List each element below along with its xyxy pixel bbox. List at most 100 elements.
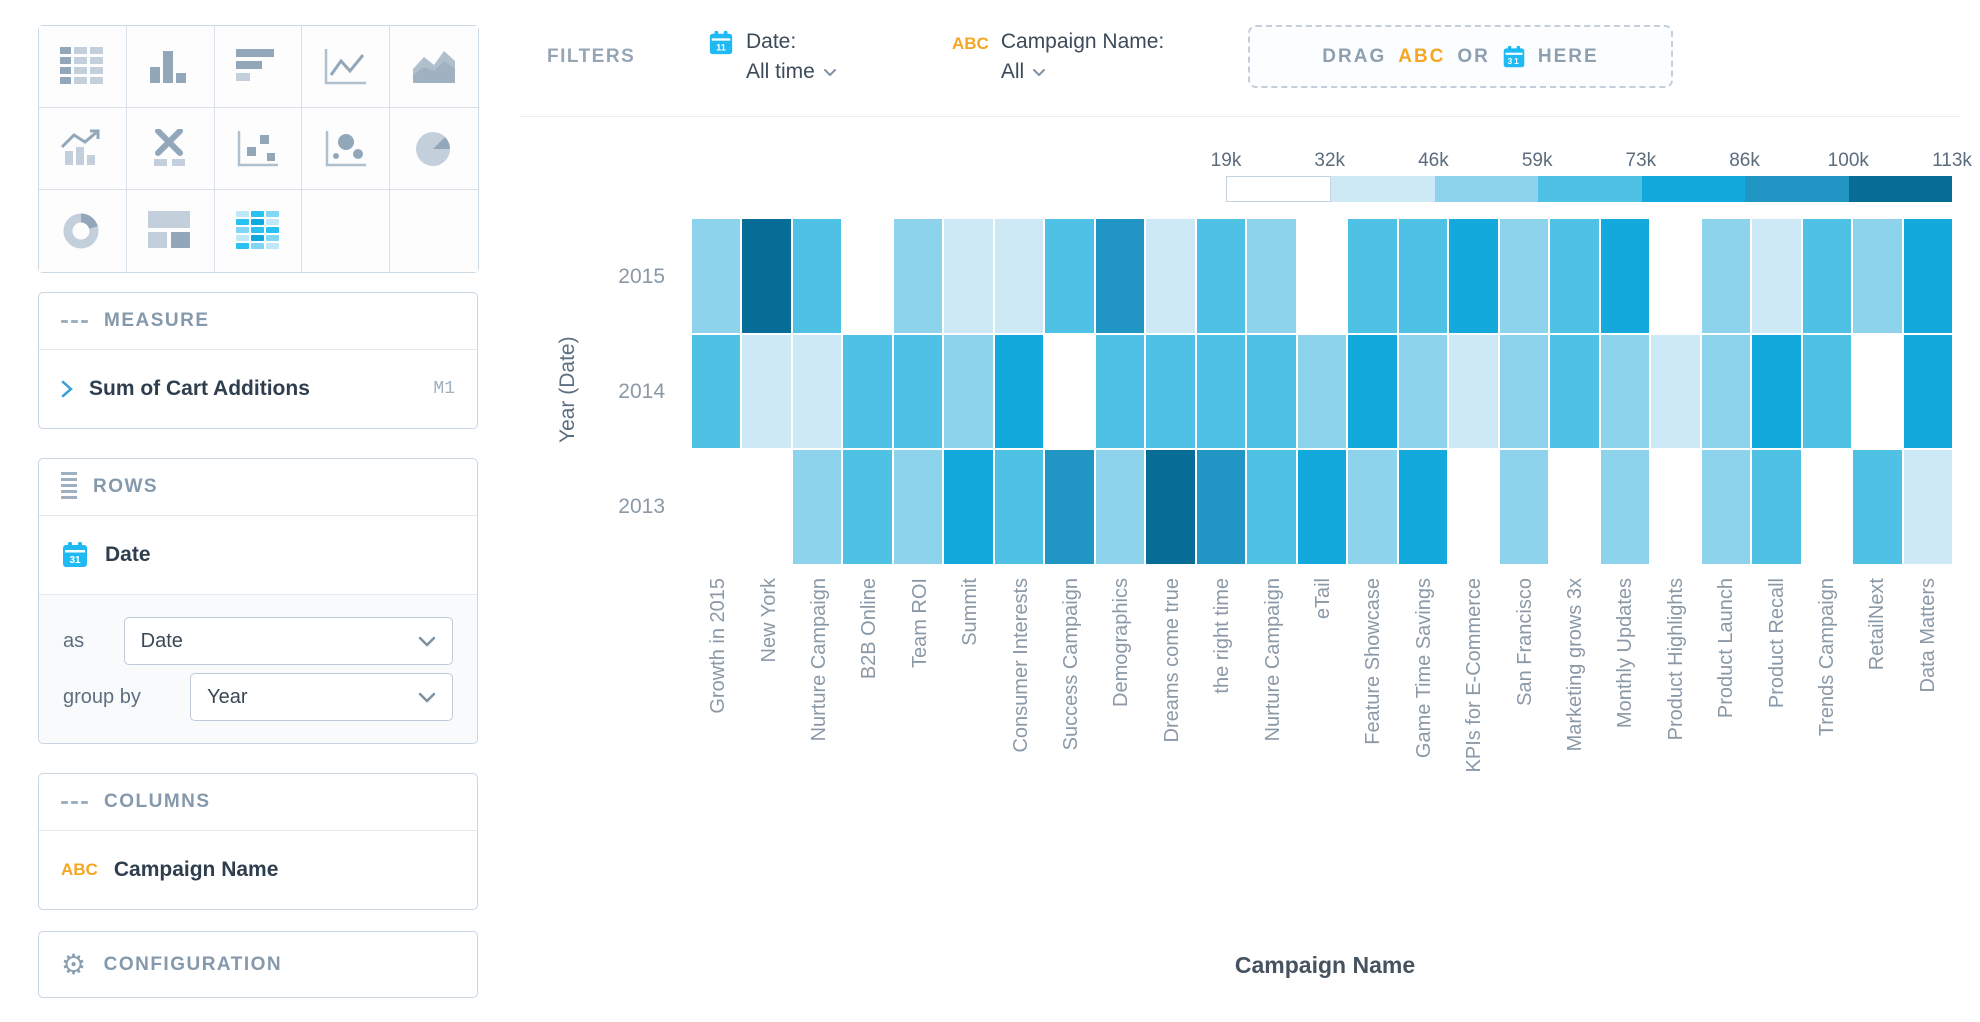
heatmap-cell[interactable]: [1449, 334, 1498, 449]
heatmap-cell[interactable]: [1095, 219, 1145, 333]
heatmap-cell[interactable]: [1752, 334, 1801, 449]
heatmap-cell[interactable]: [1752, 219, 1801, 333]
heatmap-cell[interactable]: [1651, 334, 1700, 449]
heatmap-cell[interactable]: [843, 450, 892, 564]
heatmap-cell[interactable]: [692, 450, 741, 564]
heatmap-cell[interactable]: [692, 219, 741, 333]
heatmap-cell[interactable]: [1701, 219, 1751, 333]
chart-type-area-chart[interactable]: [390, 26, 478, 108]
heatmap-cell[interactable]: [1398, 450, 1448, 564]
chart-type-bubble-chart[interactable]: [302, 108, 391, 190]
heatmap-cell[interactable]: [893, 450, 943, 564]
heatmap-cell[interactable]: [1146, 219, 1195, 333]
heatmap-cell[interactable]: [1550, 450, 1599, 564]
heatmap-cell[interactable]: [1903, 334, 1952, 449]
heatmap-cell[interactable]: [1045, 219, 1094, 333]
heatmap-cell[interactable]: [1449, 219, 1498, 333]
columns-item-campaign-name[interactable]: ABC Campaign Name: [39, 831, 477, 909]
chart-type-x-chart[interactable]: [126, 108, 215, 190]
heatmap-cell[interactable]: [1146, 334, 1195, 449]
heatmap-cell[interactable]: [1247, 450, 1296, 564]
heatmap-cell[interactable]: [843, 334, 892, 449]
chart-type-line-chart[interactable]: [302, 26, 391, 108]
heatmap-cell[interactable]: [1701, 334, 1751, 449]
heatmap-cell[interactable]: [1297, 334, 1347, 449]
heatmap-cell[interactable]: [1550, 219, 1599, 333]
heatmap-cell[interactable]: [893, 334, 943, 449]
chart-type-treemap[interactable]: [126, 190, 215, 272]
heatmap-cell[interactable]: [1095, 334, 1145, 449]
heatmap-cell[interactable]: [944, 450, 993, 564]
heatmap-cell[interactable]: [1297, 450, 1347, 564]
heatmap-cell[interactable]: [843, 219, 892, 333]
heatmap-cell[interactable]: [1499, 219, 1549, 333]
heatmap-cell[interactable]: [1701, 450, 1751, 564]
heatmap-cell[interactable]: [1348, 450, 1397, 564]
configuration-panel-header[interactable]: ⚙ CONFIGURATION: [39, 932, 477, 997]
heatmap-cell[interactable]: [893, 219, 943, 333]
heatmap-cell[interactable]: [1297, 219, 1347, 333]
campaign-name-filter[interactable]: ABC Campaign Name: All: [952, 30, 1164, 84]
date-as-select[interactable]: Date: [123, 617, 453, 665]
heatmap-cell[interactable]: [792, 334, 842, 449]
heatmap-cell[interactable]: [1853, 219, 1902, 333]
heatmap-cell[interactable]: [1550, 334, 1599, 449]
heatmap-cell[interactable]: [1651, 450, 1700, 564]
chart-type-donut-chart[interactable]: [39, 190, 127, 272]
chart-type-column-chart[interactable]: [126, 26, 215, 108]
heatmap-cell[interactable]: [1802, 219, 1852, 333]
heatmap-cell[interactable]: [1398, 219, 1448, 333]
heatmap-cell[interactable]: [994, 219, 1044, 333]
heatmap-cell[interactable]: [1853, 334, 1902, 449]
heatmap-cell[interactable]: [792, 450, 842, 564]
chart-type-scatter-plot[interactable]: [214, 108, 303, 190]
heatmap-cell[interactable]: [1247, 219, 1296, 333]
heatmap-cell[interactable]: [1600, 450, 1650, 564]
chart-type-pie-chart[interactable]: [390, 108, 478, 190]
heatmap-cell[interactable]: [1752, 450, 1801, 564]
heatmap-cell[interactable]: [742, 334, 791, 449]
heatmap-cell[interactable]: [1499, 334, 1549, 449]
chart-type-heatmap[interactable]: [214, 190, 303, 272]
heatmap-cell[interactable]: [1651, 219, 1700, 333]
heatmap-cell[interactable]: [742, 219, 791, 333]
heatmap-cell[interactable]: [1045, 450, 1094, 564]
rows-panel-header[interactable]: ROWS: [39, 459, 477, 515]
heatmap-cell[interactable]: [1348, 334, 1397, 449]
heatmap-cell[interactable]: [1196, 450, 1246, 564]
heatmap-cell[interactable]: [1903, 450, 1952, 564]
heatmap-cell[interactable]: [1095, 450, 1145, 564]
heatmap-cell[interactable]: [1196, 219, 1246, 333]
columns-panel-header[interactable]: COLUMNS: [39, 774, 477, 830]
heatmap-cell[interactable]: [1398, 334, 1448, 449]
date-filter-value[interactable]: All time: [746, 60, 837, 84]
heatmap-cell[interactable]: [994, 450, 1044, 564]
heatmap-cell[interactable]: [1903, 219, 1952, 333]
heatmap-cell[interactable]: [742, 450, 791, 564]
heatmap-cell[interactable]: [792, 219, 842, 333]
heatmap-cell[interactable]: [1600, 334, 1650, 449]
measure-item[interactable]: Sum of Cart Additions M1: [39, 350, 477, 428]
heatmap-cell[interactable]: [1045, 334, 1094, 449]
chart-type-table[interactable]: [39, 26, 127, 108]
heatmap-cell[interactable]: [1802, 334, 1852, 449]
filter-drop-zone[interactable]: DRAG ABC OR 31 HERE: [1248, 25, 1673, 88]
measure-panel-header[interactable]: MEASURE: [39, 293, 477, 349]
heatmap-cell[interactable]: [1449, 450, 1498, 564]
heatmap-cell[interactable]: [1196, 334, 1246, 449]
heatmap-cell[interactable]: [994, 334, 1044, 449]
heatmap-cell[interactable]: [692, 334, 741, 449]
rows-item-date[interactable]: 31 Date: [39, 516, 477, 594]
chart-type-bar-chart[interactable]: [214, 26, 303, 108]
heatmap-cell[interactable]: [1348, 219, 1397, 333]
date-filter[interactable]: 11 Date: All time: [708, 30, 837, 84]
chart-type-combo-chart[interactable]: [39, 108, 127, 190]
group-by-select[interactable]: Year: [190, 673, 453, 721]
heatmap-cell[interactable]: [944, 219, 993, 333]
heatmap-cell[interactable]: [1499, 450, 1549, 564]
heatmap-cell[interactable]: [944, 334, 993, 449]
heatmap-cell[interactable]: [1802, 450, 1852, 564]
campaign-filter-value[interactable]: All: [1001, 60, 1164, 84]
heatmap-cell[interactable]: [1247, 334, 1296, 449]
heatmap-cell[interactable]: [1853, 450, 1902, 564]
